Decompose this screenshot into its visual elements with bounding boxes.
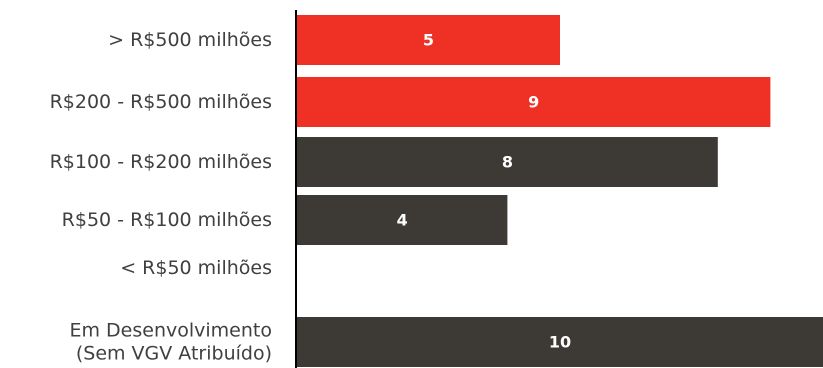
category-label-line: (Sem VGV Atribuído): [76, 343, 272, 365]
category-label: > R$500 milhões: [108, 29, 272, 51]
category-label-line: R$50 - R$100 milhões: [62, 209, 272, 231]
bar: [297, 77, 771, 127]
data-label: 9: [528, 93, 539, 112]
category-label: Em Desenvolvimento (Sem VGV Atribuído): [70, 320, 273, 365]
data-label: 5: [423, 31, 434, 50]
category-label: < R$50 milhões: [120, 257, 272, 279]
bar: [297, 195, 508, 245]
category-label: R$100 - R$200 milhões: [50, 151, 272, 173]
bar: [297, 15, 560, 65]
category-labels: > R$500 milhões R$200 - R$500 milhões R$10…: [50, 29, 272, 365]
category-label-line: > R$500 milhões: [108, 29, 272, 51]
category-label-line: R$200 - R$500 milhões: [50, 91, 272, 113]
data-label: 10: [549, 333, 571, 352]
bar: [297, 317, 823, 367]
data-label: 4: [397, 211, 408, 230]
category-label-line: R$100 - R$200 milhões: [50, 151, 272, 173]
data-label: 8: [502, 153, 513, 172]
category-label-line: < R$50 milhões: [120, 257, 272, 279]
bar: [297, 137, 718, 187]
category-label: R$50 - R$100 milhões: [62, 209, 272, 231]
category-label-line: Em Desenvolvimento: [70, 320, 273, 342]
category-label: R$200 - R$500 milhões: [50, 91, 272, 113]
bars: 5 9 8 4 10: [297, 15, 823, 367]
